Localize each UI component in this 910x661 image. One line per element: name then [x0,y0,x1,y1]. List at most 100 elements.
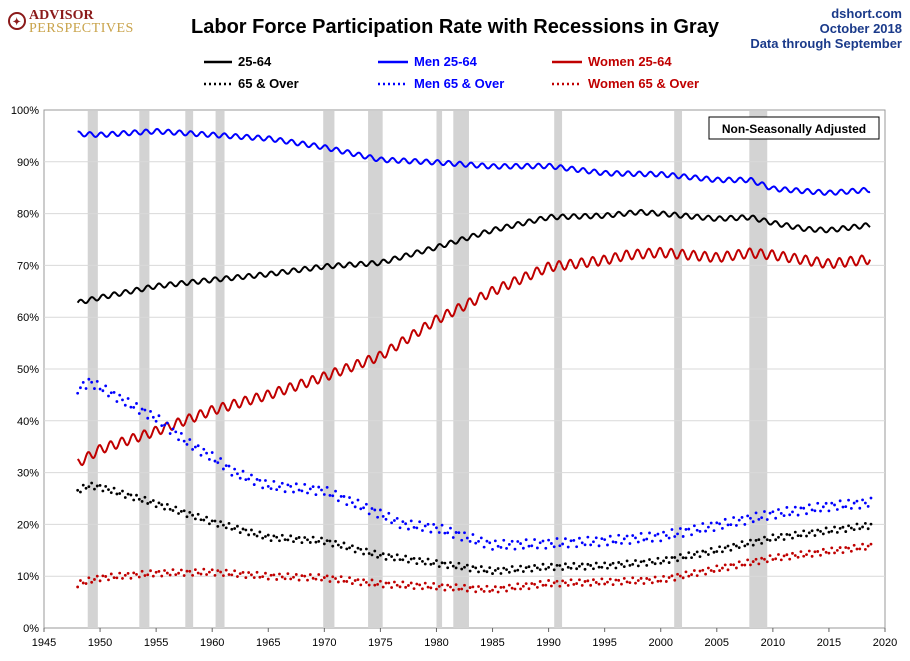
series-point [292,575,295,579]
series-point [328,493,332,497]
series-point [670,528,674,531]
series-point [426,585,430,589]
series-point [272,480,276,483]
series-point [149,500,152,504]
series-point [606,566,609,570]
series-point [706,566,710,570]
series-point [474,566,478,570]
series-point [429,586,433,590]
series-point [135,572,138,576]
series-point [698,555,702,559]
series-point [510,539,514,543]
series-point [336,580,340,584]
series-point [541,583,545,587]
series-point [569,539,573,543]
series-point [852,528,856,532]
series-point [855,499,859,503]
series-point [247,571,251,574]
series-point [757,538,761,542]
series-point [465,536,469,540]
series-point [645,563,649,567]
series-point [157,570,161,573]
series-point [597,582,601,586]
series-point [622,576,626,580]
series-point [446,531,450,535]
series-point [636,540,640,544]
series-point [502,585,506,589]
series-point [320,488,323,492]
series-dots-women-65-over [76,542,873,594]
series-point [415,582,419,586]
series-point [533,582,536,586]
series-point [84,387,88,390]
series-point [575,545,579,549]
series-point [533,564,536,567]
series-point [830,546,834,550]
x-tick-label: 1990 [536,637,560,649]
series-point [816,501,820,505]
series-point [583,567,587,571]
series-point [606,543,609,547]
series-point [454,531,458,534]
series-point [224,464,228,468]
series-point [763,557,766,561]
series-point [381,585,385,589]
series-point [132,571,136,575]
series-point [816,550,820,553]
series-point [93,387,96,390]
series-point [339,545,343,549]
series-point [611,540,615,544]
y-tick-label: 80% [17,209,39,221]
series-point [847,498,850,502]
series-point [140,407,144,411]
series-point [146,502,150,505]
series-point [479,565,483,568]
series-point [715,564,719,568]
series-point [98,387,102,391]
series-point [320,536,323,540]
series-point [398,585,402,589]
series-point [112,486,116,490]
series-point [538,580,542,583]
series-point [278,572,281,576]
series-point [261,575,265,579]
series-point [712,570,716,573]
series-point [219,570,223,574]
series-point [659,561,663,565]
series-point [230,473,234,477]
series-point [193,445,197,449]
series-point [208,457,211,461]
series-point [844,505,848,509]
series-point [771,533,775,537]
series-point [84,582,88,585]
series-point [608,577,612,581]
series-point [227,464,231,468]
series-point [855,547,859,551]
series-point [827,530,831,534]
series-point [454,566,458,570]
series-point [283,490,287,494]
series-point [690,556,693,560]
series-point [645,577,649,580]
series-point [160,574,164,578]
series-point [182,574,186,577]
series-point [154,505,158,509]
series-point [266,484,270,488]
series-point [715,521,719,525]
series-point [763,510,766,513]
series-point [191,573,194,577]
series-point [479,587,483,591]
series-point [264,535,267,538]
series-point [359,548,363,551]
series-point [684,570,688,574]
series-point [566,565,570,569]
series-point [586,579,590,583]
series-point [718,569,721,572]
series-point [746,514,750,518]
series-point [516,540,520,543]
series-point [768,539,772,542]
series-point [521,570,525,573]
series-point [412,526,416,529]
series-point [715,550,719,553]
series-point [345,580,349,583]
